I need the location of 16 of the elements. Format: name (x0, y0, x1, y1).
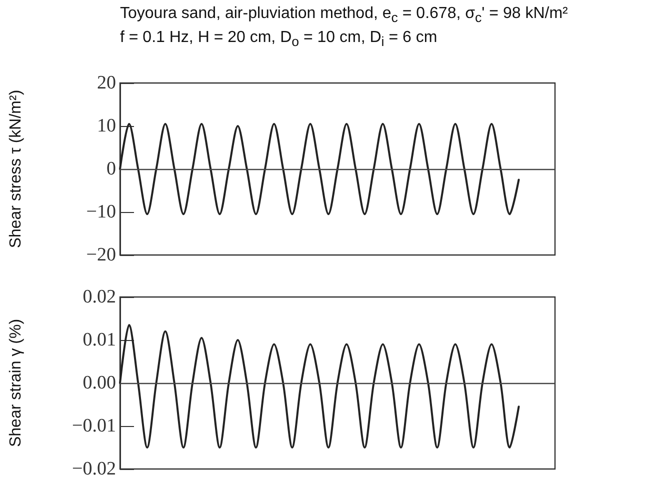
chart-title: Toyoura sand, air-pluviation method, e$_{c}$ = 0.678, σ$_{c}$' = 98 kN/m² (120, 4, 568, 28)
y-tick-label: 20 (97, 72, 116, 94)
y-tick-label: 0 (106, 158, 116, 180)
y-tick-label: −0.01 (72, 416, 116, 436)
chart-subtitle: f = 0.1 Hz, H = 20 cm, D$_{o}$ = 10 cm, D$_{i}$ = 6 cm (120, 28, 438, 52)
y-tick-label: 0.02 (82, 286, 116, 308)
y-tick-label: −0.02 (72, 458, 116, 480)
y-tick-label: −10 (86, 202, 116, 222)
line-series (119, 324, 520, 448)
y-tick-label: 10 (97, 116, 116, 136)
line-series (119, 122, 520, 216)
y-axis-title: Shear stress τ (kN/m²) (8, 90, 24, 248)
y-tick-label: 0.01 (82, 330, 116, 350)
y-axis-title: Shear strain γ (%) (8, 318, 24, 448)
y-tick-label: 0.00 (82, 372, 116, 394)
y-tick-label: −20 (86, 244, 116, 266)
